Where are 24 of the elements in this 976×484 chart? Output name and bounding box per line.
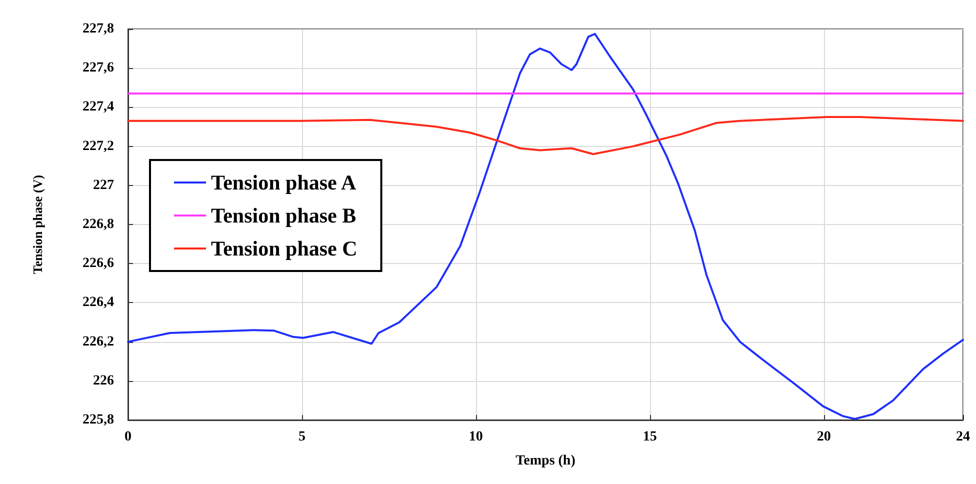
y-tick-label: 227,8 <box>82 22 114 36</box>
line-series <box>127 32 964 420</box>
y-tick-label: 227,2 <box>82 138 114 154</box>
y-tick-label: 226 <box>93 373 114 388</box>
x-tick-label: 5 <box>298 430 306 444</box>
y-axis-title: Tension phase (V) <box>30 174 45 274</box>
y-tick-label: 227,4 <box>82 100 114 115</box>
x-axis-title: Temps (h) <box>516 454 576 468</box>
line-series <box>127 116 964 156</box>
x-tick-label: 24 <box>956 430 970 444</box>
x-tick-label: 10 <box>468 430 483 444</box>
y-tick-label: 226,8 <box>82 217 114 232</box>
x-tick-label: 15 <box>642 430 657 444</box>
y-tick-label: 226,2 <box>82 334 114 350</box>
y-tick-label: 227,6 <box>82 60 114 76</box>
y-tick-label: 226,4 <box>82 295 114 310</box>
legend-label: Tension phase C <box>211 236 358 260</box>
legend-label: Tension phase A <box>211 170 357 194</box>
legend-label: Tension phase B <box>211 204 356 228</box>
x-tick-label: 0 <box>124 430 132 444</box>
y-tick-label: 227 <box>93 178 114 193</box>
y-tick-label: 225,8 <box>82 412 114 428</box>
y-tick-label: 226,6 <box>82 256 114 272</box>
x-tick-label: 20 <box>816 430 831 444</box>
